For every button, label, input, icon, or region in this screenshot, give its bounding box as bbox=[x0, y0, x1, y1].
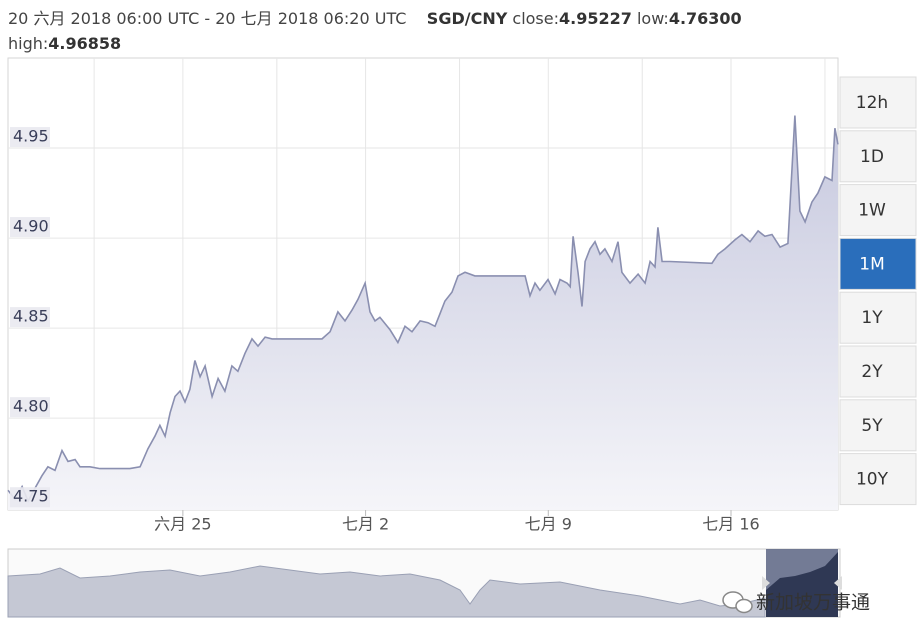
stat-value: 4.95227 bbox=[559, 9, 632, 28]
y-tick-label-bg bbox=[10, 127, 50, 148]
y-tick-label-bg bbox=[10, 397, 50, 418]
y-tick-label: 4.95 bbox=[13, 127, 49, 146]
x-tick-label: 七月 9 bbox=[525, 515, 572, 534]
y-tick-label-bg bbox=[10, 487, 50, 508]
area bbox=[8, 115, 838, 510]
watermark-icon bbox=[735, 598, 753, 614]
header: 20 六月 2018 06:00 UTC - 20 七月 2018 06:20 … bbox=[8, 6, 818, 56]
watermark-text: 新加坡万事通 bbox=[756, 592, 870, 614]
range-button[interactable] bbox=[839, 291, 917, 344]
range-button-label: 1W bbox=[858, 201, 886, 221]
stat-value: 4.96858 bbox=[48, 34, 122, 53]
range-button[interactable] bbox=[839, 453, 917, 506]
stat-label: high: bbox=[8, 34, 49, 53]
range-button[interactable] bbox=[839, 130, 917, 183]
navigator-handle[interactable] bbox=[762, 576, 770, 590]
range-text: 20 六月 2018 06:00 UTC - 20 七月 2018 06:20 … bbox=[8, 9, 407, 28]
x-tick-label: 七月 16 bbox=[702, 515, 759, 534]
line bbox=[7, 115, 839, 503]
range-button-label: 12h bbox=[856, 93, 888, 113]
stat-label: low: bbox=[636, 9, 669, 28]
navigator-handle[interactable] bbox=[834, 576, 842, 590]
range-button-label: 5Y bbox=[861, 416, 883, 436]
navigator bbox=[7, 548, 842, 618]
y-tick-label: 4.80 bbox=[13, 397, 49, 416]
range-button-label: 2Y bbox=[861, 362, 883, 382]
x-tick-label: 六月 25 bbox=[154, 515, 211, 534]
navigator-area bbox=[7, 565, 766, 618]
navigator-selected-area bbox=[766, 552, 838, 617]
range-button[interactable] bbox=[839, 76, 917, 129]
range-button-label: 1D bbox=[860, 147, 884, 167]
range-button[interactable] bbox=[839, 345, 917, 398]
stat-value: 4.76300 bbox=[668, 9, 742, 28]
x-tick-label: 七月 2 bbox=[342, 515, 389, 534]
stat-label: close: bbox=[512, 9, 559, 28]
range-button[interactable] bbox=[839, 237, 917, 290]
y-tick-label: 4.75 bbox=[13, 487, 49, 506]
y-tick-label-bg bbox=[10, 217, 50, 238]
watermark: 新加坡万事通 bbox=[722, 591, 870, 614]
range-button[interactable] bbox=[839, 399, 917, 452]
y-tick-label-bg bbox=[10, 307, 50, 328]
y-tick-label: 4.85 bbox=[13, 307, 49, 326]
range-button[interactable] bbox=[839, 184, 917, 237]
pair: SGD/CNY bbox=[426, 9, 508, 28]
range-button-label: 1M bbox=[859, 254, 884, 274]
range-button-label: 1Y bbox=[861, 308, 883, 328]
range-button-label: 10Y bbox=[856, 470, 889, 490]
y-tick-label: 4.90 bbox=[13, 217, 49, 236]
